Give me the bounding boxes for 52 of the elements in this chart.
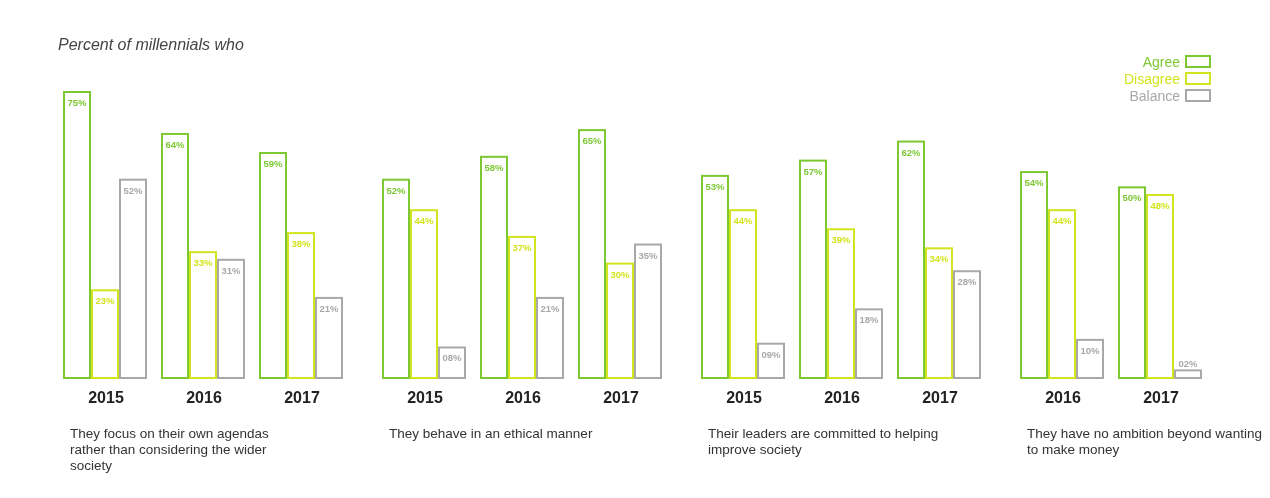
x-tick-label: 2016: [824, 389, 860, 407]
data-label: 44%: [733, 215, 754, 227]
data-label: 10%: [1080, 344, 1101, 356]
x-axis-title: They have no ambition beyond wanting to make money: [1027, 426, 1262, 458]
x-tick-label: 2016: [505, 389, 541, 407]
x-tick-label: 2017: [284, 389, 320, 407]
data-label: 28%: [957, 276, 978, 288]
data-label: 18%: [859, 314, 880, 326]
chart-title: Percent of millennials who: [58, 36, 244, 53]
data-label: 08%: [442, 352, 463, 364]
x-tick-label: 2017: [603, 389, 639, 407]
data-label: 50%: [1122, 192, 1143, 204]
data-label: 62%: [901, 146, 922, 158]
data-label: 59%: [263, 158, 284, 170]
data-label: 09%: [761, 348, 782, 360]
data-label: 65%: [582, 135, 603, 147]
data-label: 53%: [705, 180, 726, 192]
x-axis-title: They behave in an ethical manner: [389, 426, 593, 441]
data-label: 54%: [1024, 177, 1045, 189]
data-label: 02%: [1178, 358, 1199, 370]
data-label: 52%: [123, 184, 144, 196]
data-label: 48%: [1150, 199, 1171, 211]
data-label: 38%: [291, 238, 312, 250]
x-tick-label: 2015: [726, 389, 762, 407]
data-label: 39%: [831, 234, 852, 246]
legend-label: Disagree: [1123, 71, 1181, 87]
data-label: 33%: [193, 257, 214, 269]
data-label: 64%: [165, 138, 186, 150]
legend-label: Agree: [1142, 54, 1181, 70]
data-label: 75%: [67, 97, 88, 108]
data-label: 37%: [512, 241, 533, 253]
data-label: 52%: [386, 184, 407, 196]
data-label: 57%: [803, 165, 824, 177]
x-tick-label: 2017: [922, 389, 958, 407]
x-tick-label: 2015: [407, 389, 443, 407]
data-label: 44%: [414, 215, 435, 227]
legend-label: Balance: [1129, 88, 1181, 104]
x-tick-label: 2017: [1143, 389, 1179, 407]
data-label: 44%: [1052, 215, 1073, 227]
x-axis-title: Their leaders are committed to helping improve society: [708, 426, 939, 458]
data-label: 23%: [95, 295, 116, 307]
data-label: 31%: [221, 264, 242, 276]
data-label: 34%: [929, 253, 950, 265]
data-label: 21%: [319, 302, 340, 314]
x-tick-label: 2015: [88, 389, 124, 407]
data-label: 35%: [638, 249, 659, 261]
x-tick-label: 2016: [1045, 389, 1081, 407]
data-label: 21%: [540, 302, 561, 314]
x-tick-label: 2016: [186, 389, 222, 407]
x-axis-title: They focus on their own agendas rather than considering the wider society: [70, 426, 270, 474]
data-label: 30%: [610, 268, 631, 280]
data-label: 58%: [484, 161, 505, 173]
